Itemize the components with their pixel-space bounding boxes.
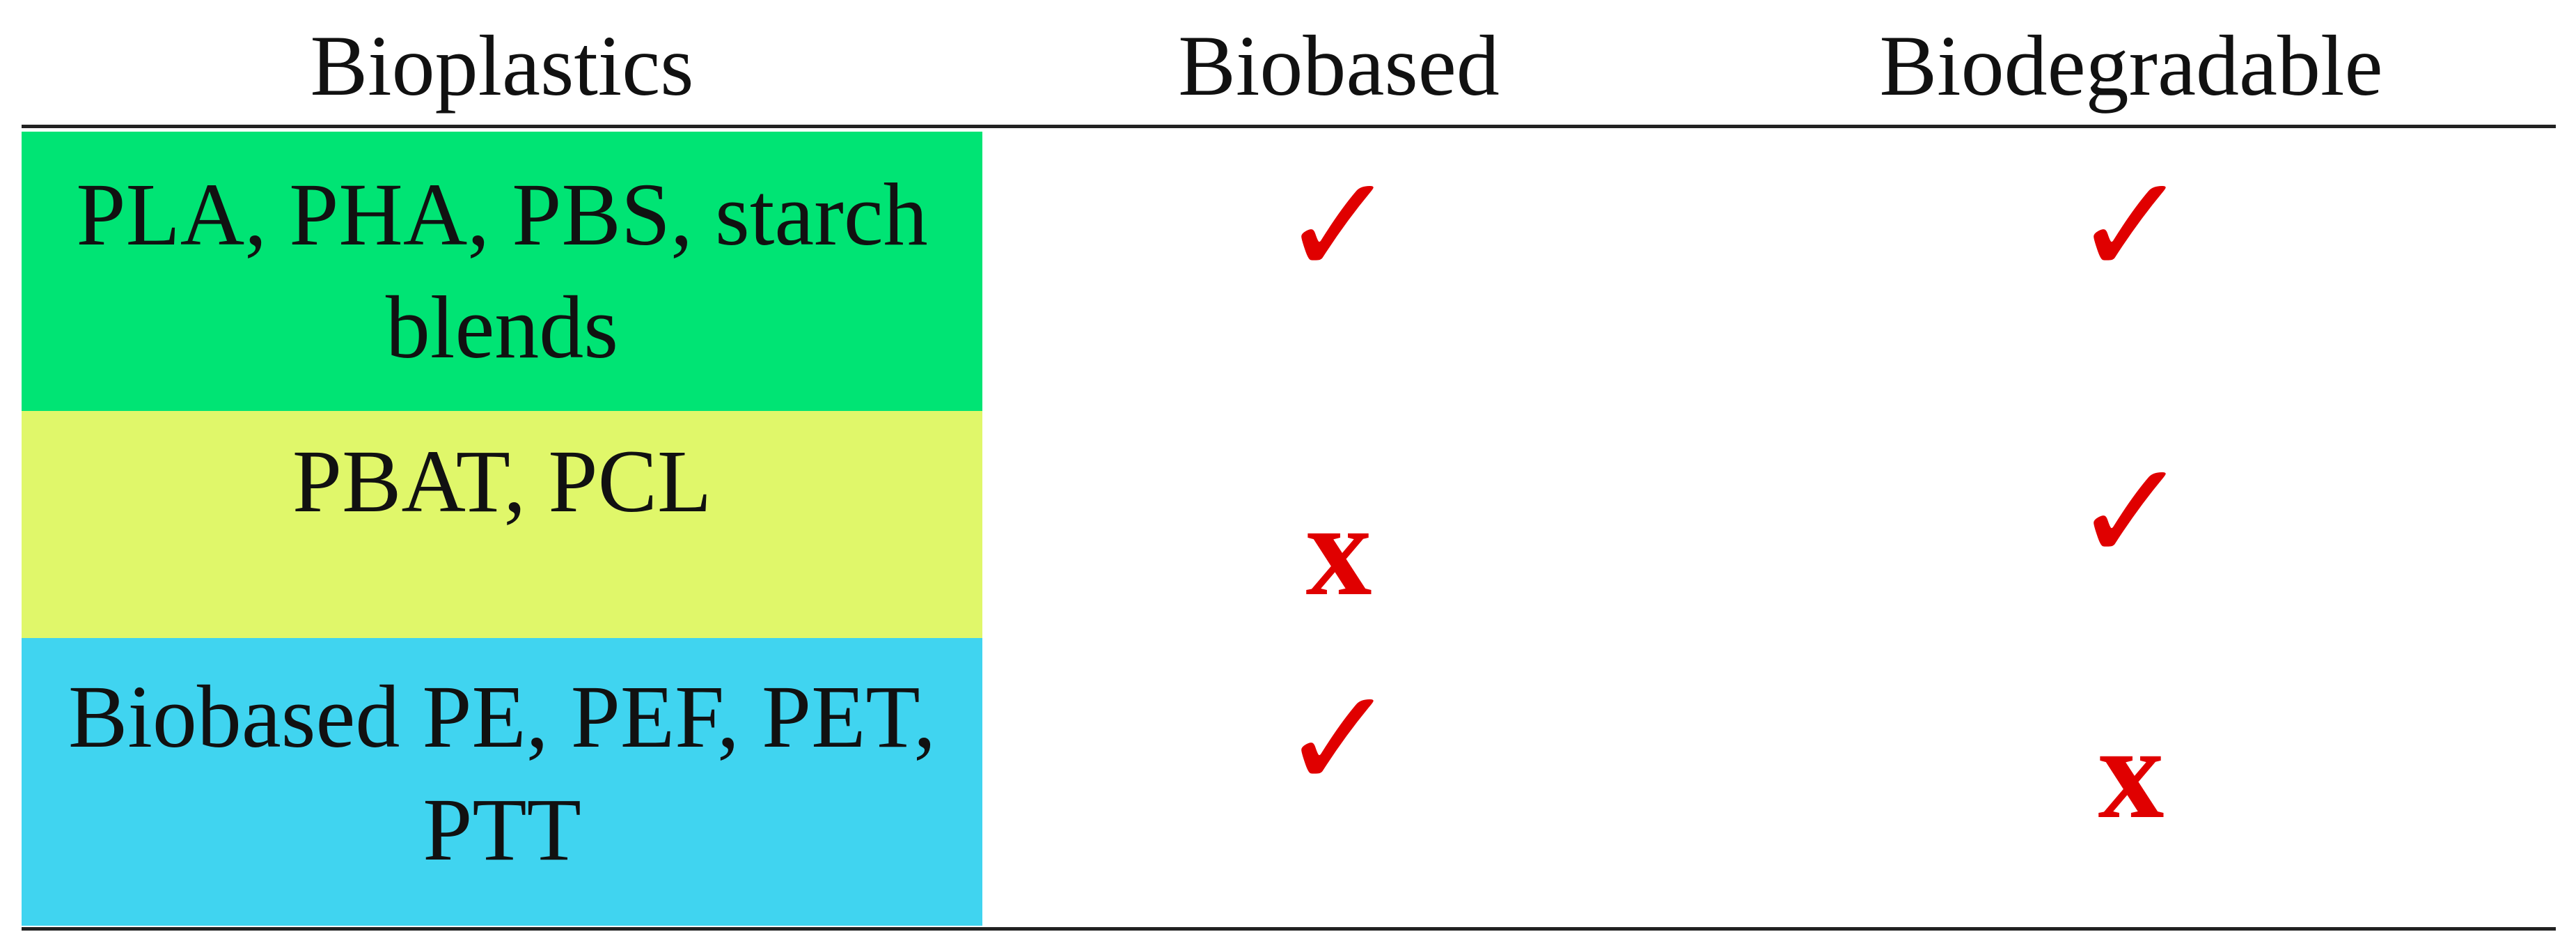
bottom-rule (22, 927, 2556, 931)
header-rule (22, 125, 2556, 128)
check-mark: ✓ (2073, 145, 2190, 307)
cross-mark: x (2098, 700, 2165, 846)
row-label: Biobased PE, PEF, PET, PTT (22, 638, 982, 926)
row-label: PLA, PHA, PBS, starch blends (22, 132, 982, 411)
header-cell: Biodegradable (1879, 18, 2383, 114)
check-mark: ✓ (1280, 145, 1397, 307)
header-cell: Biobased (1178, 18, 1500, 114)
check-mark: ✓ (2073, 431, 2190, 593)
row-label: PBAT, PCL (22, 411, 982, 638)
header-cell: Bioplastics (310, 18, 694, 114)
cross-mark: x (1305, 477, 1372, 623)
check-mark: ✓ (1280, 658, 1397, 821)
